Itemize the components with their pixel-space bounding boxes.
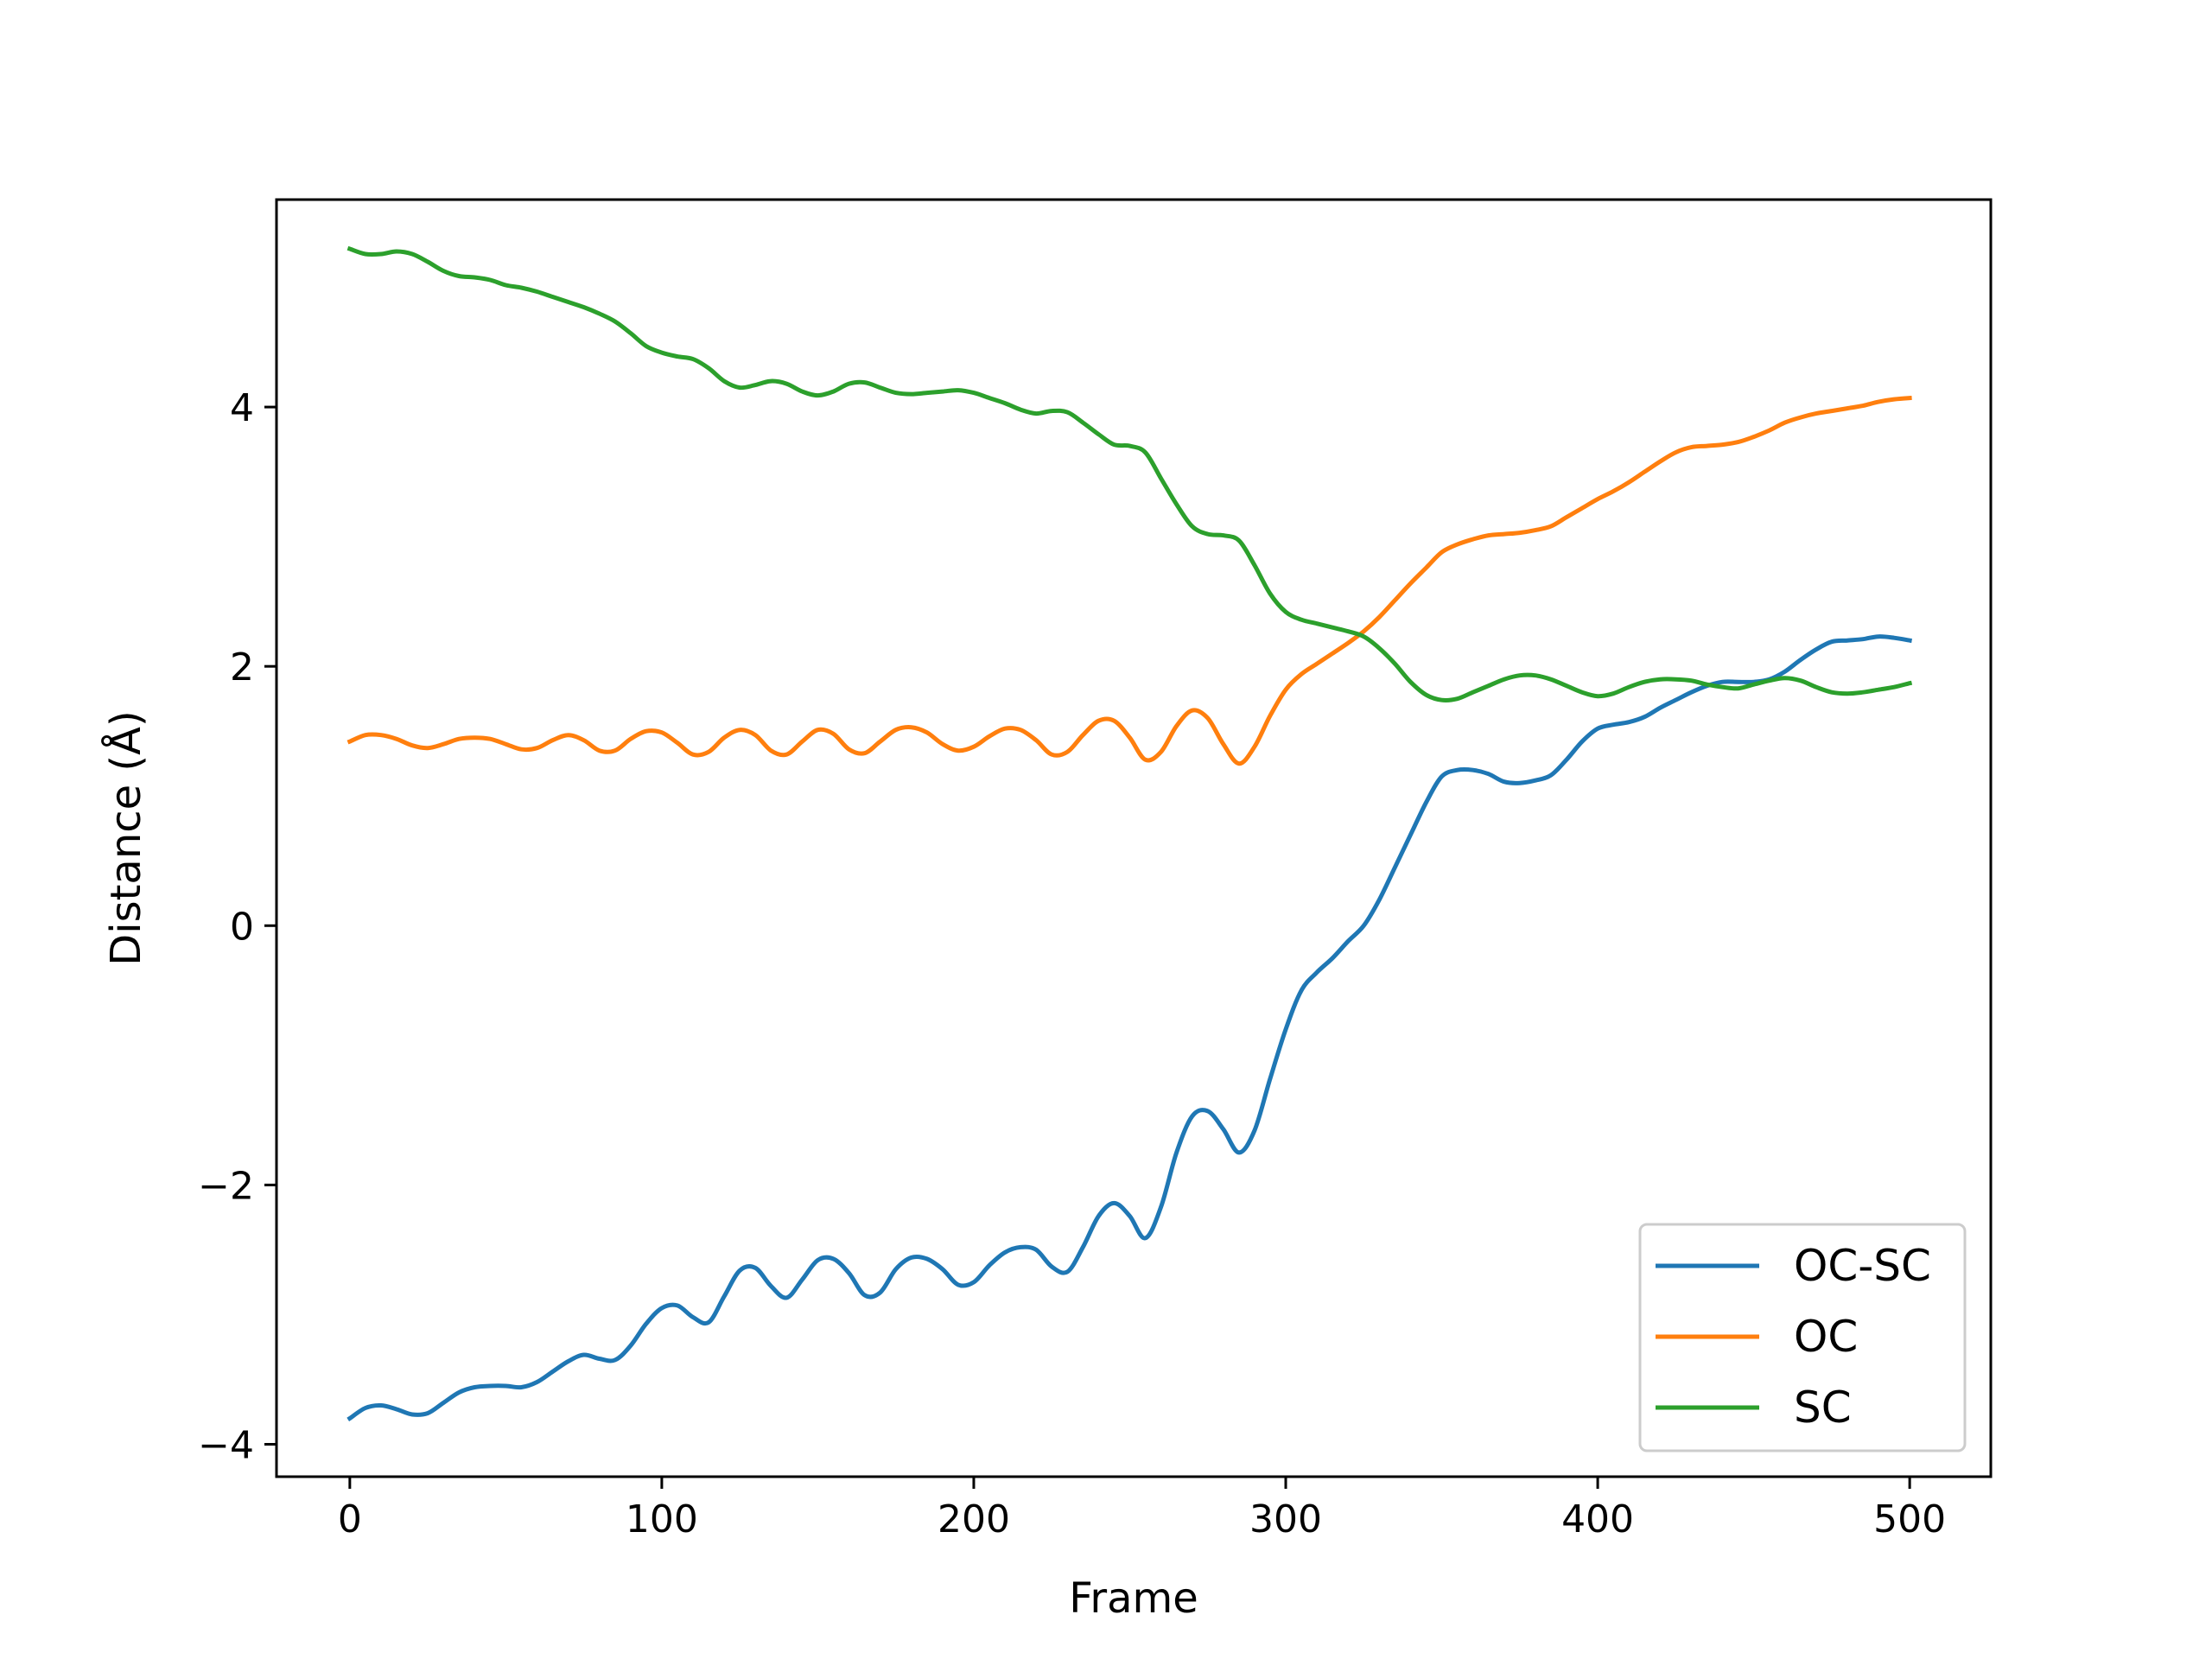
series-line-sc — [346, 245, 1913, 702]
legend-box — [1638, 1223, 1967, 1452]
legend-label-sc: SC — [1794, 1382, 1852, 1433]
y-tick-label: −2 — [198, 1164, 254, 1208]
x-tick-label: 400 — [1561, 1497, 1634, 1541]
legend-label-oc-sc: OC-SC — [1794, 1241, 1931, 1291]
plot-area-frame — [275, 198, 1993, 1478]
x-tick-label: 500 — [1873, 1497, 1946, 1541]
series-layer — [346, 245, 1913, 1421]
y-axis: −4 −2 0 2 4 — [198, 386, 276, 1467]
y-axis-label: Distance (Å) — [101, 710, 150, 965]
series-line-oc-sc — [346, 634, 1912, 1421]
x-tick-label: 0 — [338, 1497, 362, 1541]
y-tick-label: 4 — [230, 386, 254, 430]
y-tick-label: −4 — [198, 1423, 254, 1467]
x-tick-label: 300 — [1249, 1497, 1322, 1541]
legend-label-oc: OC — [1794, 1312, 1858, 1362]
x-axis: 0 100 200 300 400 500 — [338, 1477, 1946, 1541]
legend: OC-SC OC SC — [1638, 1223, 1967, 1452]
x-tick-label: 200 — [938, 1497, 1010, 1541]
y-tick-label: 2 — [230, 645, 254, 690]
x-tick-label: 100 — [626, 1497, 698, 1541]
x-axis-label: Frame — [1069, 1574, 1198, 1623]
series-line-oc — [346, 395, 1912, 766]
y-tick-label: 0 — [230, 905, 254, 949]
